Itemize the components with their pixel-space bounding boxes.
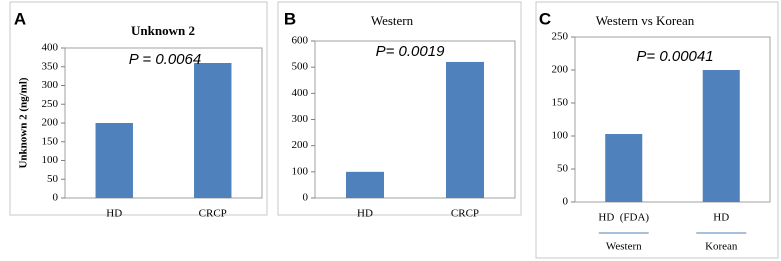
x-tick-label: HD xyxy=(106,208,122,220)
y-tick-label: 250 xyxy=(42,98,59,110)
y-tick-label: 100 xyxy=(552,130,569,142)
annotation: P= 0.0019 xyxy=(376,43,445,60)
plot-frame xyxy=(64,47,263,199)
panel-border xyxy=(277,1,522,216)
x-group-label: Western xyxy=(606,241,642,253)
plot-frame xyxy=(314,40,516,199)
y-tick-label: 0 xyxy=(563,196,569,208)
bar xyxy=(446,61,484,198)
y-tick-label: 300 xyxy=(292,113,309,125)
y-tick-label: 50 xyxy=(557,163,569,175)
y-tick-label: 150 xyxy=(42,135,59,147)
y-tick-label: 200 xyxy=(292,139,309,151)
y-tick-label: 400 xyxy=(42,42,59,54)
x-tick-label: HD xyxy=(357,208,373,220)
panel-letter: C xyxy=(539,9,551,28)
panel-border xyxy=(535,1,779,259)
chart-title: Western vs Korean xyxy=(596,13,695,28)
y-tick-label: 600 xyxy=(292,35,309,47)
y-tick-label: 200 xyxy=(42,117,59,129)
y-tick-label: 0 xyxy=(53,192,59,204)
y-tick-label: 0 xyxy=(303,192,309,204)
chart-title: Unknown 2 xyxy=(131,23,195,38)
y-tick-label: 350 xyxy=(42,60,59,72)
y-tick-label: 50 xyxy=(47,173,59,185)
annotation: P= 0.00041 xyxy=(636,48,713,65)
bar xyxy=(194,63,232,198)
chart-title: Western xyxy=(371,13,414,28)
bar xyxy=(702,70,740,202)
y-axis-label: Unknown 2 (ng/ml) xyxy=(18,77,30,168)
annotation: P = 0.0064 xyxy=(129,51,201,68)
bar xyxy=(95,123,133,198)
y-tick-label: 500 xyxy=(292,61,309,73)
y-tick-label: 250 xyxy=(552,31,569,43)
x-group-label: Korean xyxy=(705,241,738,253)
y-tick-label: 150 xyxy=(552,97,569,109)
panel-letter: A xyxy=(14,9,26,28)
panel-border xyxy=(9,1,268,216)
y-tick-label: 100 xyxy=(42,154,59,166)
plot-frame xyxy=(574,36,771,203)
x-tick-label: HD xyxy=(713,212,729,224)
x-tick-label: CRCP xyxy=(199,208,227,220)
panel-letter: B xyxy=(284,9,296,28)
x-tick-label: CRCP xyxy=(451,208,479,220)
bar xyxy=(346,171,384,198)
y-tick-label: 100 xyxy=(292,165,309,177)
x-tick-label: HD (FDA) xyxy=(598,212,649,224)
bar xyxy=(605,134,643,202)
y-tick-label: 300 xyxy=(42,79,59,91)
y-tick-label: 400 xyxy=(292,87,309,99)
y-tick-label: 200 xyxy=(552,64,569,76)
